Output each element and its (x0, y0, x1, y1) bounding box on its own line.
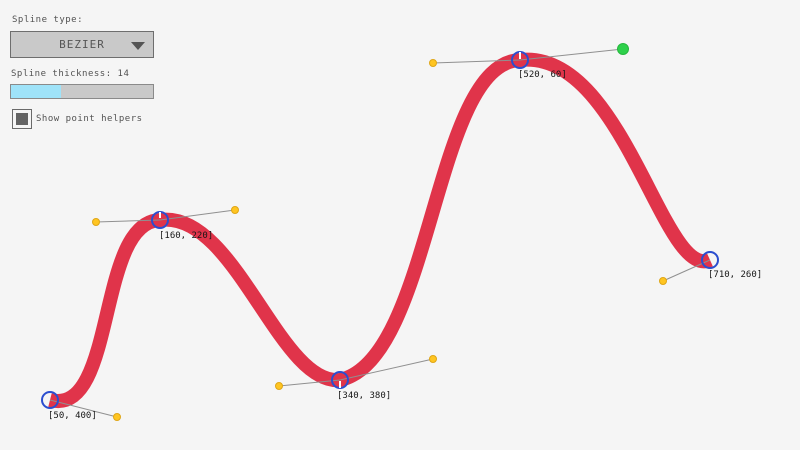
handle-line (95, 219, 161, 223)
show-point-helpers-checkbox[interactable] (12, 109, 32, 129)
handle-dot[interactable] (275, 382, 283, 390)
selected-handle-dot[interactable] (617, 43, 629, 55)
handle-line (49, 399, 118, 418)
handle-dot[interactable] (231, 206, 239, 214)
handle-dot[interactable] (113, 413, 121, 421)
chevron-down-icon (131, 42, 145, 50)
spline-thickness-slider-fill (11, 85, 61, 98)
handle-dot[interactable] (92, 218, 100, 226)
handle-line (278, 379, 341, 387)
handle-line (159, 209, 236, 221)
spline-type-label: Spline type: (12, 15, 84, 25)
handle-dot[interactable] (429, 59, 437, 67)
handle-line (519, 48, 624, 61)
spline-thickness-slider[interactable] (10, 84, 154, 99)
handle-dot[interactable] (429, 355, 437, 363)
handle-dot[interactable] (659, 277, 667, 285)
handle-line (339, 358, 434, 381)
spline-thickness-label: Spline thickness: 14 (11, 69, 130, 79)
handle-line (432, 59, 521, 64)
point-coordinates-label: [520, 60] (518, 70, 567, 80)
spline-type-value: BEZIER (59, 38, 105, 51)
spline-type-dropdown[interactable]: BEZIER (10, 31, 154, 58)
checkbox-checked-mark (16, 113, 28, 125)
anchor-point-ring[interactable] (701, 251, 719, 269)
point-coordinates-label: [160, 220] (159, 231, 213, 241)
anchor-point-ring[interactable] (41, 391, 59, 409)
point-coordinates-label: [710, 260] (708, 270, 762, 280)
point-coordinates-label: [50, 400] (48, 411, 97, 421)
show-point-helpers-label: Show point helpers (36, 114, 143, 124)
spline-curve (48, 52, 713, 408)
point-coordinates-label: [340, 380] (337, 391, 391, 401)
